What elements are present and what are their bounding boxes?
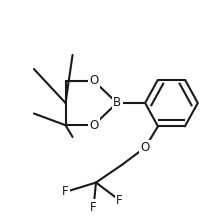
Text: O: O [141,141,150,154]
Text: B: B [113,97,121,110]
Text: F: F [90,201,97,214]
Text: F: F [62,185,69,198]
Text: O: O [89,119,98,132]
Text: O: O [89,74,98,87]
Text: F: F [116,194,123,207]
